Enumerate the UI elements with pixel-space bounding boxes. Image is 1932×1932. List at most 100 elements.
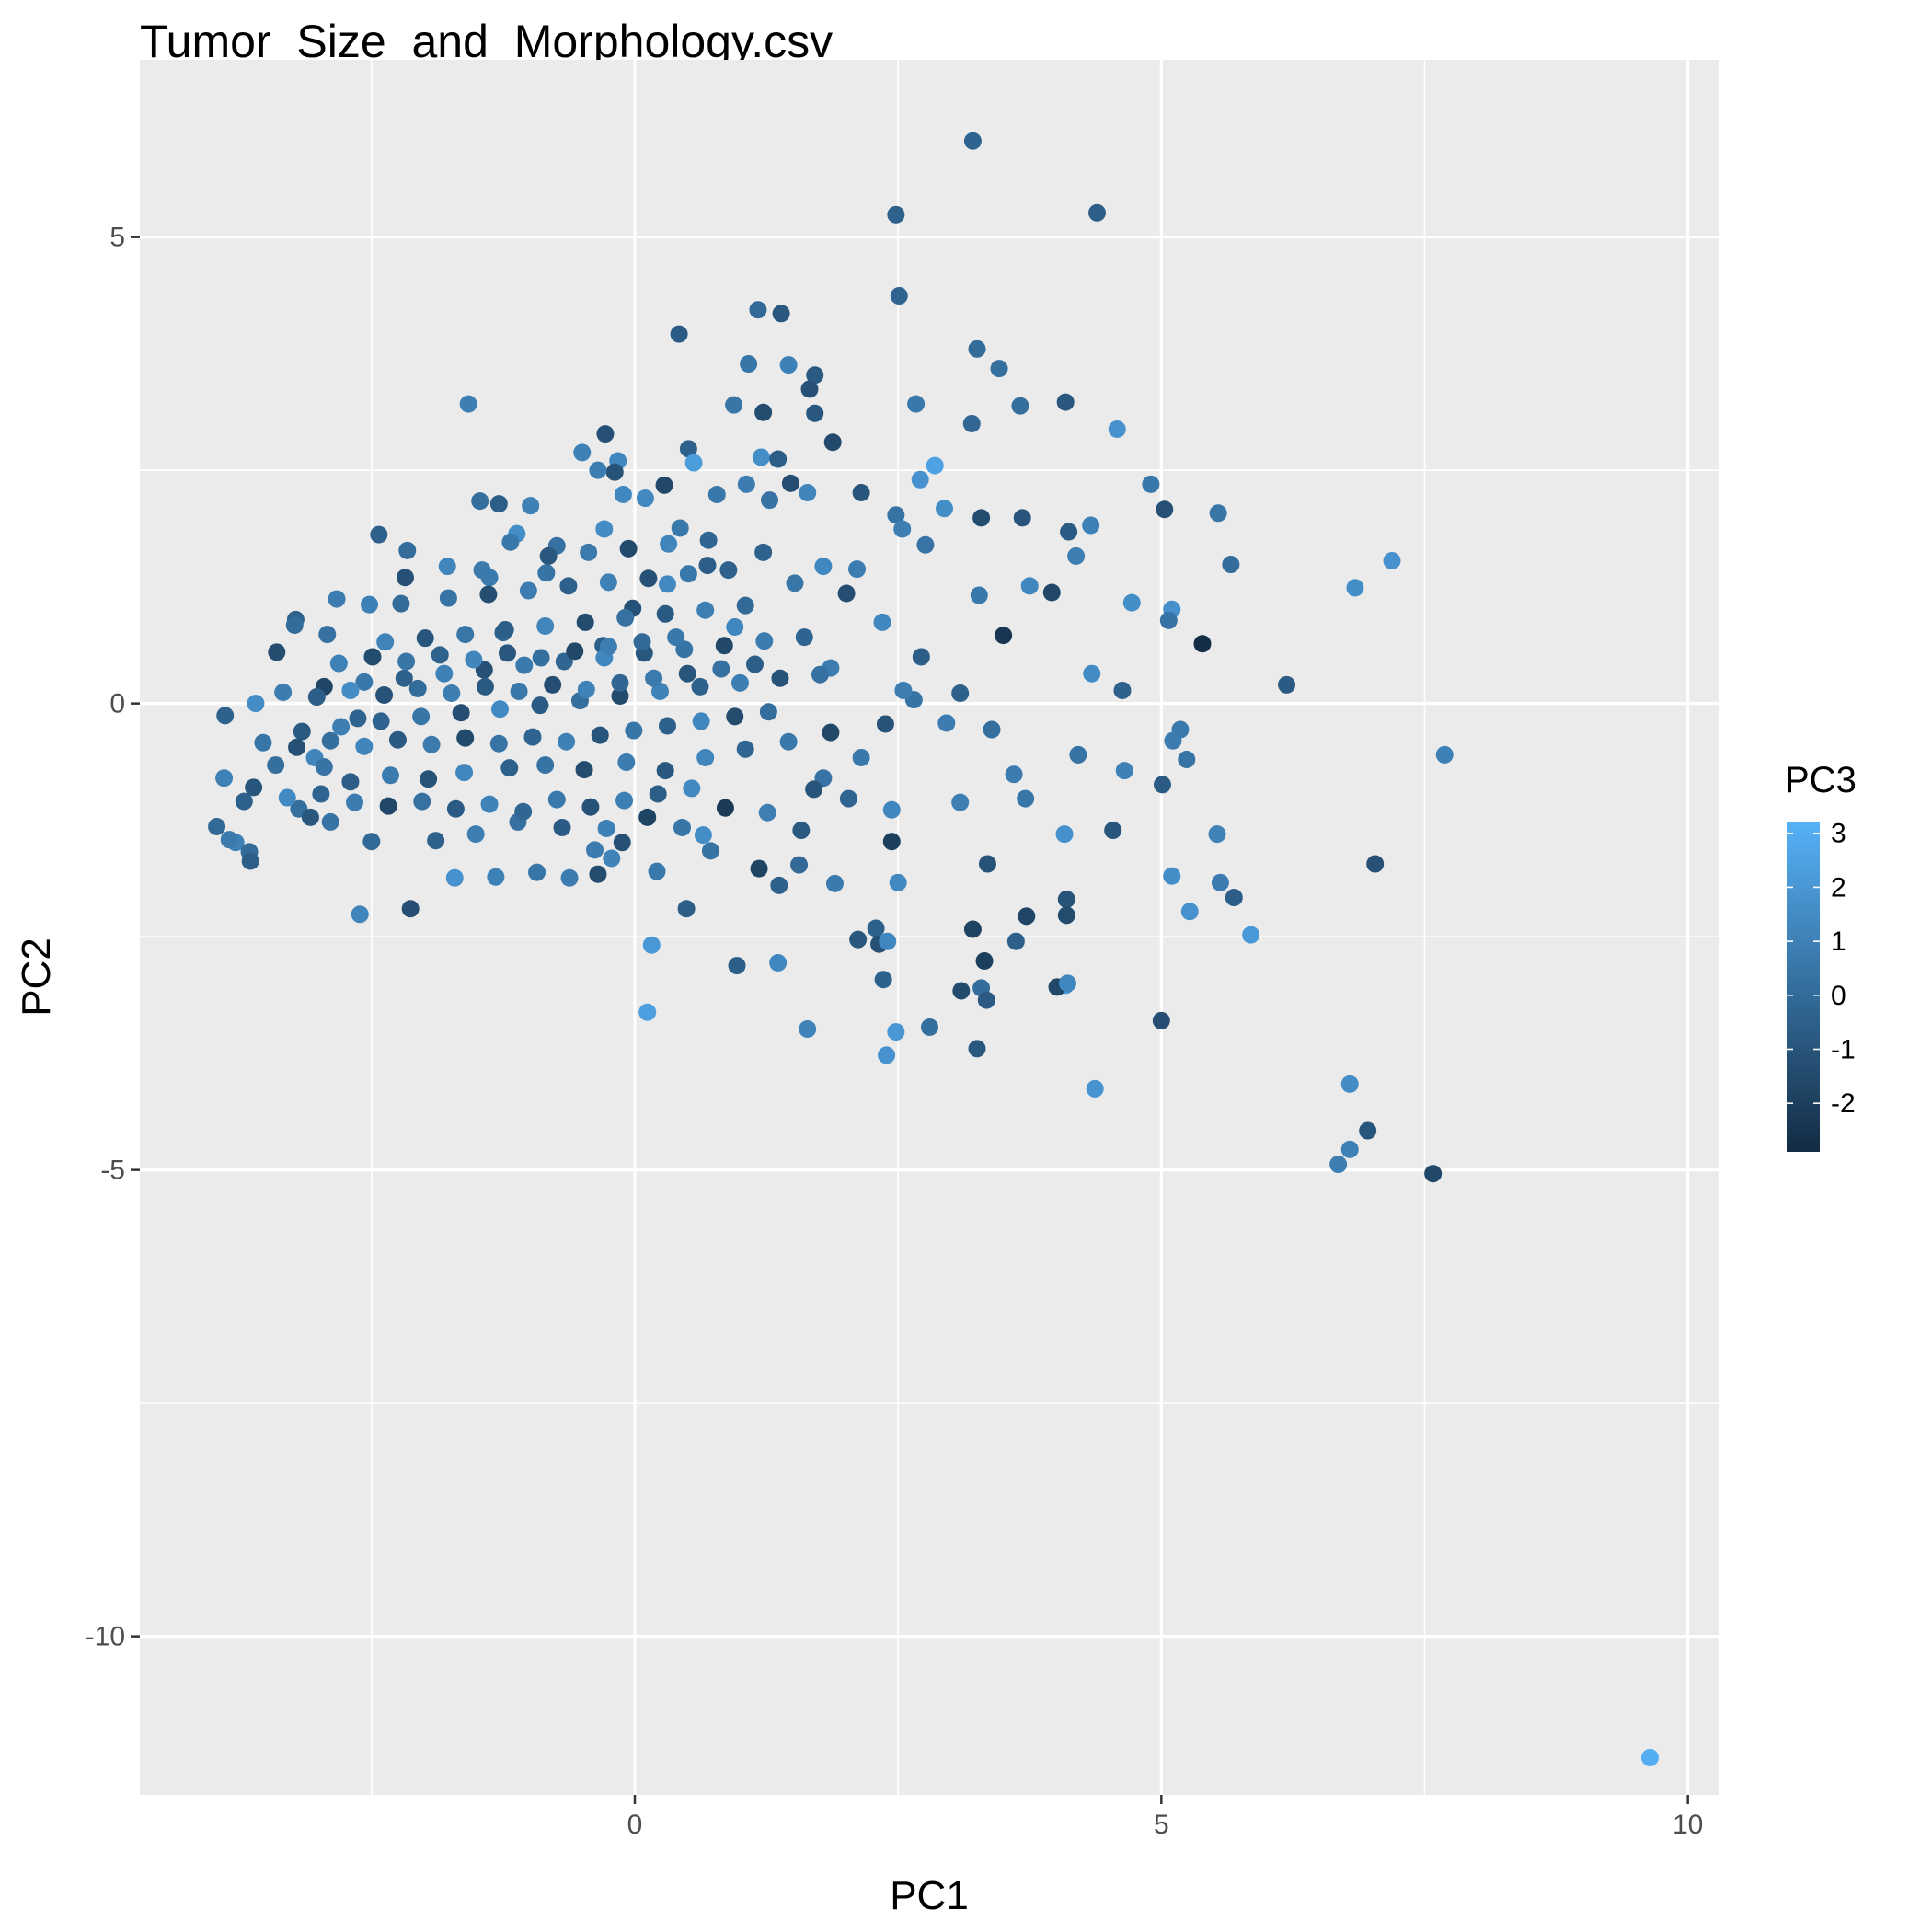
data-point (519, 581, 537, 600)
data-point (645, 669, 663, 687)
data-point (963, 132, 982, 150)
data-point (321, 731, 339, 750)
data-point (725, 396, 743, 414)
data-point (522, 497, 540, 515)
data-point (1209, 504, 1227, 523)
data-point (544, 675, 562, 694)
data-point (814, 558, 833, 576)
data-point (799, 483, 817, 501)
data-point (1086, 1079, 1104, 1098)
data-point (216, 707, 235, 725)
data-point (318, 626, 337, 644)
data-point (745, 655, 764, 673)
data-point (968, 1040, 986, 1058)
data-point (1020, 577, 1039, 595)
data-point (699, 531, 718, 549)
data-point (614, 486, 632, 504)
data-point (750, 859, 768, 878)
data-point (852, 483, 870, 501)
data-point (370, 525, 388, 544)
data-point (208, 817, 226, 835)
data-point (315, 758, 333, 776)
data-point (471, 492, 489, 511)
data-point (381, 766, 399, 785)
data-point (726, 617, 744, 636)
y-tick-label: -5 (100, 1156, 125, 1186)
data-point (1208, 825, 1226, 844)
data-point (577, 680, 595, 698)
data-point (822, 723, 840, 742)
data-point (1104, 822, 1122, 840)
data-point (882, 800, 901, 819)
x-tick-label: 0 (627, 1810, 643, 1840)
data-point (480, 569, 499, 587)
data-point (736, 596, 754, 615)
data-point (962, 414, 981, 432)
data-point (536, 616, 555, 635)
data-point (839, 789, 857, 808)
data-point (675, 640, 694, 659)
data-point (849, 930, 868, 949)
data-point (806, 404, 824, 422)
data-point (1055, 825, 1074, 844)
data-point (1225, 889, 1243, 907)
data-point (500, 759, 519, 777)
data-point (235, 792, 253, 811)
data-point (595, 520, 614, 538)
data-point (701, 842, 719, 860)
data-point (937, 714, 956, 732)
data-point (1383, 552, 1401, 570)
data-point (1178, 750, 1196, 768)
data-point (683, 779, 701, 798)
data-point (656, 604, 674, 623)
data-point (420, 770, 438, 788)
data-point (596, 425, 615, 443)
data-point (1424, 1165, 1443, 1183)
data-point (749, 301, 767, 319)
data-point (1164, 731, 1182, 750)
data-point (792, 822, 811, 840)
y-axis-label: PC2 (14, 937, 59, 1017)
data-point (537, 564, 556, 582)
data-point (329, 654, 348, 673)
data-point (806, 366, 824, 385)
data-point (351, 905, 369, 924)
data-point (1082, 516, 1100, 535)
data-point (285, 615, 304, 634)
data-point (1193, 635, 1212, 653)
data-point (479, 585, 498, 604)
data-point (963, 920, 982, 938)
data-point (1435, 745, 1454, 764)
data-point (510, 682, 528, 700)
data-point (916, 535, 935, 554)
data-point (1640, 1748, 1659, 1766)
data-point (1122, 593, 1141, 612)
data-point (1005, 765, 1023, 784)
data-point (715, 637, 733, 655)
data-point (1057, 906, 1075, 925)
data-point (649, 785, 667, 803)
data-point (443, 684, 461, 702)
data-point (288, 738, 306, 756)
data-point (438, 558, 456, 576)
data-point (553, 819, 571, 837)
data-point (667, 628, 685, 647)
data-point (559, 577, 578, 595)
data-point (639, 569, 658, 588)
data-point (1058, 974, 1076, 993)
data-point (995, 627, 1013, 645)
data-point (580, 543, 598, 561)
data-point (633, 633, 651, 651)
x-axis-label: PC1 (890, 1873, 969, 1918)
data-point (532, 649, 550, 667)
data-point (576, 613, 594, 631)
data-point (422, 735, 441, 753)
data-point (1163, 867, 1181, 885)
data-point (615, 791, 634, 810)
data-point (1242, 926, 1260, 944)
y-tick-label: -10 (86, 1622, 125, 1652)
data-point (397, 652, 416, 671)
data-point (539, 546, 558, 565)
data-point (498, 644, 516, 662)
data-point (852, 748, 870, 766)
